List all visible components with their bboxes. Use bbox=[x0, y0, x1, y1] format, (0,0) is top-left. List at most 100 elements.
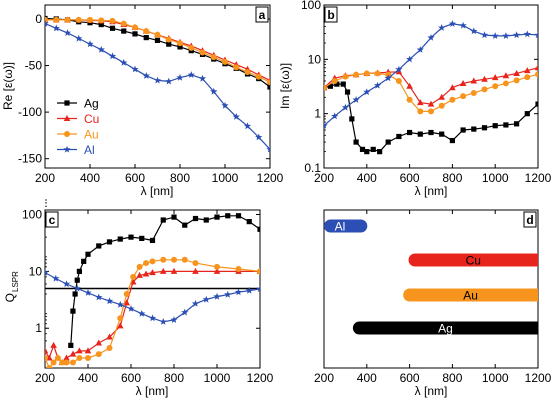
panel-c-point-au bbox=[50, 359, 57, 366]
panel-a-point-au bbox=[132, 24, 138, 31]
panel-a-x-tick-label: 1000 bbox=[212, 171, 239, 185]
panel-c-point-ag bbox=[68, 342, 74, 348]
panel-c-y-tick-label: 1 bbox=[35, 321, 42, 335]
panel-b-point-al bbox=[331, 112, 339, 120]
panel-b-point-al bbox=[373, 81, 382, 89]
panel-c-series-ag bbox=[68, 213, 260, 348]
panel-b-series-al bbox=[324, 20, 538, 129]
panel-c-point-au bbox=[181, 256, 188, 263]
panel-b-point-al bbox=[523, 30, 531, 38]
panel-c-point-ag bbox=[70, 308, 76, 314]
panel-b-y-ticks: 0.1 1 10 100 bbox=[301, 0, 538, 175]
panel-c-point-au bbox=[192, 260, 199, 267]
panel-b-point-cu bbox=[449, 84, 456, 91]
panel-a-x-tick-label: 200 bbox=[35, 171, 55, 185]
panel-b-point-cu bbox=[417, 99, 424, 106]
panel-c-point-al bbox=[256, 285, 260, 293]
panel-a-point-au bbox=[244, 69, 251, 76]
panel-c-letter: c bbox=[49, 213, 56, 227]
panel-b-x-tick-label: 800 bbox=[442, 171, 462, 185]
panel-b-point-ag bbox=[460, 127, 466, 133]
panel-b-point-al bbox=[395, 65, 403, 73]
panel-b-point-ag bbox=[535, 101, 538, 107]
panel-c-point-cu bbox=[116, 322, 124, 329]
panel-b-point-cu bbox=[470, 77, 478, 84]
panel-c-point-ag bbox=[106, 239, 113, 245]
panel-b-point-ag bbox=[514, 121, 520, 127]
panel-b-point-ag bbox=[370, 146, 376, 152]
panel-c-point-cu bbox=[142, 270, 150, 277]
legend-marker-ag bbox=[64, 100, 70, 106]
panel-a-point-al bbox=[221, 101, 229, 109]
panel-c-point-cu bbox=[106, 333, 113, 340]
panel-a-point-ag bbox=[166, 41, 172, 47]
panel-a-point-al bbox=[97, 45, 105, 53]
panel-c-point-cu bbox=[50, 341, 57, 348]
panel-a-y-tick-label: -50 bbox=[25, 59, 43, 73]
panel-b-point-ag bbox=[492, 123, 498, 129]
panel-c-point-au bbox=[130, 273, 137, 280]
panel-c-point-ag bbox=[257, 226, 260, 232]
panel-b-series-au bbox=[324, 70, 538, 115]
panel-b-series-ag bbox=[324, 81, 538, 155]
panel-c-point-ag bbox=[235, 213, 242, 219]
panel-d-x-tick-label: 1000 bbox=[482, 371, 509, 385]
panel-b-point-au bbox=[353, 71, 360, 78]
panel-a-point-au bbox=[165, 36, 172, 43]
panel-c-point-au bbox=[117, 315, 124, 322]
panel-a-point-al bbox=[63, 29, 72, 36]
panel-b-point-au bbox=[513, 77, 520, 84]
panel-c-point-ag bbox=[85, 251, 91, 257]
panel-d-xlabel: λ [nm] bbox=[415, 384, 448, 398]
panel-c-point-cu bbox=[213, 267, 221, 274]
panel-c-point-al bbox=[202, 295, 210, 303]
panel-a-label-box: a bbox=[255, 6, 269, 23]
panel-b-point-au bbox=[492, 83, 499, 90]
panel-c-point-au bbox=[54, 354, 61, 361]
panel-a-point-al bbox=[131, 65, 139, 73]
panel-b-point-au bbox=[395, 77, 402, 84]
legend-label-ag: Ag bbox=[84, 97, 99, 111]
panel-a-point-al bbox=[165, 77, 173, 85]
panel-a-point-al bbox=[210, 87, 218, 95]
panel-c-point-al bbox=[127, 305, 135, 312]
panel-b-x-tick-label: 400 bbox=[357, 171, 377, 185]
panel-c-ylabel-group: Q LSPR bbox=[3, 271, 20, 302]
panel-c-point-al bbox=[73, 284, 81, 292]
legend-marker-cu bbox=[63, 115, 71, 121]
panel-c-y-tick-label: 100 bbox=[22, 208, 42, 222]
panel-c-point-al bbox=[181, 308, 189, 316]
panel-c-point-cu bbox=[45, 347, 49, 354]
panel-d: 200 400 600 800 1000 1200 Al Cu Au Ag d λ [nm] bbox=[314, 209, 552, 398]
panel-a-point-al bbox=[108, 52, 117, 60]
panel-c-x-tick-label: 1200 bbox=[247, 371, 274, 385]
panel-c-point-ag bbox=[72, 291, 78, 297]
panel-d-bar-al bbox=[324, 219, 368, 233]
panel-b-x-ticks: 200 400 600 800 1000 1200 bbox=[314, 5, 552, 185]
panel-c-point-au bbox=[76, 354, 83, 361]
panel-c-point-ag bbox=[182, 222, 188, 228]
panel-c-point-ag bbox=[160, 217, 166, 223]
panel-a-point-au bbox=[120, 20, 127, 27]
panel-b-point-ag bbox=[439, 131, 445, 137]
panel-b-point-ag bbox=[481, 125, 488, 131]
panel-b-point-ag bbox=[428, 129, 434, 136]
panel-a-point-al bbox=[266, 145, 270, 153]
panel-c-line-ag bbox=[70, 215, 260, 346]
panel-a-point-al bbox=[142, 72, 150, 79]
panel-c-point-ag bbox=[214, 214, 220, 220]
panel-d-x-ticks: 200 400 600 800 1000 1200 bbox=[314, 210, 552, 385]
panel-c-point-au bbox=[143, 260, 150, 267]
panel-c-point-cu bbox=[84, 347, 92, 354]
panel-d-x-tick-label: 800 bbox=[442, 371, 462, 385]
legend-marker-au bbox=[64, 131, 70, 137]
panel-b-y-tick-label: 100 bbox=[301, 0, 321, 12]
panel-c-ylabel: Q bbox=[3, 293, 17, 302]
panel-b-point-cu bbox=[427, 100, 435, 107]
panel-c-point-au bbox=[235, 266, 242, 273]
panel-b-point-cu bbox=[524, 67, 531, 74]
panel-c-point-cu bbox=[95, 339, 103, 346]
panel-a-x-tick-label: 1200 bbox=[257, 171, 284, 185]
panel-b-point-cu bbox=[395, 68, 403, 75]
panel-b-x-tick-label: 200 bbox=[314, 171, 334, 185]
